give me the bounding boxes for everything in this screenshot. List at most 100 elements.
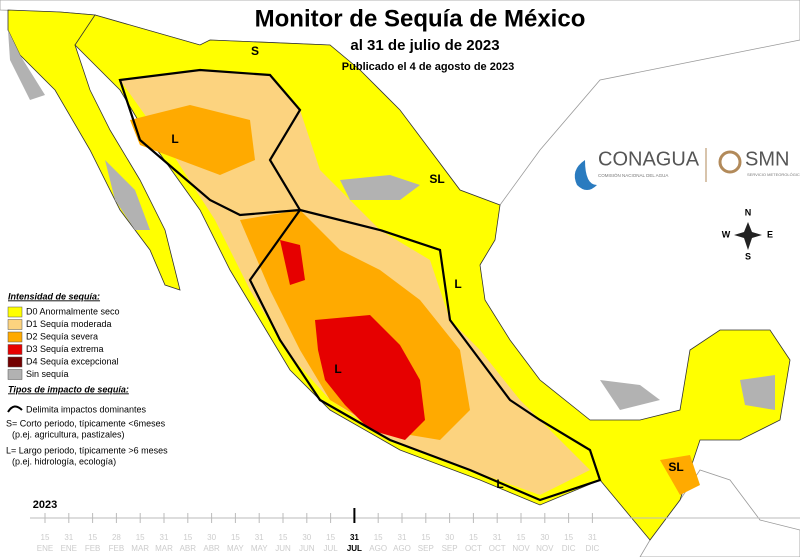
impact-boundary [118, 68, 602, 502]
smn-icon [718, 150, 742, 174]
compass-letter: E [767, 229, 773, 239]
timeline-month: FEB [85, 544, 101, 553]
legend-label: Sin sequía [26, 369, 69, 379]
legend-title: Intensidad de sequía: [8, 291, 100, 301]
compass-letter: S [745, 251, 751, 261]
legend-swatch [7, 356, 23, 368]
timeline-day: 31 [350, 533, 359, 542]
impact-label: L [454, 277, 461, 291]
legend-label: D0 Anormalmente seco [26, 306, 120, 316]
conagua: CONAGUA [598, 148, 700, 170]
timeline-month: OCT [465, 544, 482, 553]
timeline-month: ENE [37, 544, 53, 553]
timeline-day: 15 [88, 533, 97, 542]
compass-letter: N [745, 207, 752, 217]
timeline-month: SEP [442, 544, 458, 553]
timeline-month: MAY [227, 544, 244, 553]
no-drought-area [105, 160, 150, 230]
smn-sub: SERVICIO METEOROLÓGICO NACIONAL [747, 172, 800, 177]
legend-label: D1 Sequía moderada [26, 319, 112, 329]
timeline-day: 31 [64, 533, 73, 542]
impact-label: L [171, 132, 178, 146]
impact-label: SL [429, 172, 444, 186]
d2-area [660, 455, 700, 495]
title: Monitor de Sequía de México [255, 5, 586, 32]
impact-label: SL [668, 460, 683, 474]
timeline-day: 30 [540, 533, 549, 542]
timeline-day: 30 [445, 533, 454, 542]
legend-swatch [7, 319, 23, 330]
impact-label: L [496, 477, 503, 491]
timeline-month: JUN [275, 544, 291, 553]
conagua-icon [574, 160, 597, 190]
legend-label: D3 Sequía extrema [26, 344, 104, 354]
impact-label: L [334, 362, 341, 376]
impact-text: L= Largo periodo, típicamente >6 meses [6, 445, 168, 455]
impact-line-icon [7, 405, 23, 413]
timeline-day: 15 [469, 533, 478, 542]
legend-swatch [7, 344, 23, 355]
timeline-day: 30 [207, 533, 216, 542]
timeline-day: 15 [231, 533, 240, 542]
timeline-month: ENE [61, 544, 77, 553]
d3-area [280, 240, 305, 285]
timeline-month: FEB [109, 544, 125, 553]
timeline-day: 15 [517, 533, 526, 542]
compass-rose [734, 222, 762, 250]
timeline-month: ABR [203, 544, 220, 553]
timeline-year: 2023 [33, 499, 57, 511]
no-drought-area [8, 30, 45, 100]
timeline-month: NOV [512, 544, 530, 553]
timeline-day: 15 [421, 533, 430, 542]
timeline-month: NOV [536, 544, 554, 553]
timeline-month: AGO [393, 544, 411, 553]
published: Publicado el 4 de agosto de 2023 [342, 61, 514, 73]
legend-swatch [7, 331, 23, 343]
smn: SMN [745, 148, 789, 170]
timeline-month: MAR [155, 544, 173, 553]
timeline-month: MAR [131, 544, 149, 553]
timeline-day: 15 [279, 533, 288, 542]
timeline-month: AGO [369, 544, 387, 553]
timeline-month: MAY [251, 544, 268, 553]
timeline-day: 28 [112, 533, 121, 542]
timeline-day: 15 [326, 533, 335, 542]
subtitle: al 31 de julio de 2023 [350, 37, 499, 54]
timeline-month: JUL [347, 544, 362, 553]
timeline-month: JUL [323, 544, 338, 553]
impact-text: (p.ej. hidrología, ecología) [12, 456, 116, 466]
d3-area [315, 315, 425, 440]
timeline-day: 31 [493, 533, 502, 542]
conagua-sub: COMISIÓN NACIONAL DEL AGUA [598, 172, 668, 178]
compass-letter: W [722, 229, 731, 239]
timeline-month: JUN [299, 544, 315, 553]
impact-title: Tipos de impacto de sequía: [8, 384, 129, 394]
timeline-day: 15 [41, 533, 50, 542]
timeline-month: DIC [562, 544, 576, 553]
timeline-day: 15 [564, 533, 573, 542]
impact-text: S= Corto periodo, típicamente <6meses [6, 418, 166, 428]
timeline-day: 31 [160, 533, 169, 542]
timeline-day: 30 [302, 533, 311, 542]
timeline-month: DIC [586, 544, 600, 553]
timeline-month: OCT [489, 544, 506, 553]
timeline-day: 31 [398, 533, 407, 542]
no-drought-area [340, 175, 420, 200]
no-drought-area [600, 375, 775, 410]
legend-label: D4 Sequía excepcional [26, 356, 119, 366]
timeline-day: 15 [374, 533, 383, 542]
legend-label: D2 Sequía severa [26, 331, 98, 341]
impact-text: (p.ej. agricultura, pastizales) [12, 429, 125, 439]
timeline-month: ABR [180, 544, 197, 553]
timeline-day: 31 [588, 533, 597, 542]
timeline-day: 31 [255, 533, 264, 542]
impact-text: Delimita impactos dominantes [26, 404, 147, 414]
timeline-day: 15 [183, 533, 192, 542]
timeline-month: SEP [418, 544, 434, 553]
impact-label: S [251, 44, 259, 58]
d2-area [130, 105, 255, 175]
legend-swatch [7, 369, 23, 380]
legend-swatch [7, 306, 23, 318]
timeline-day: 15 [136, 533, 145, 542]
